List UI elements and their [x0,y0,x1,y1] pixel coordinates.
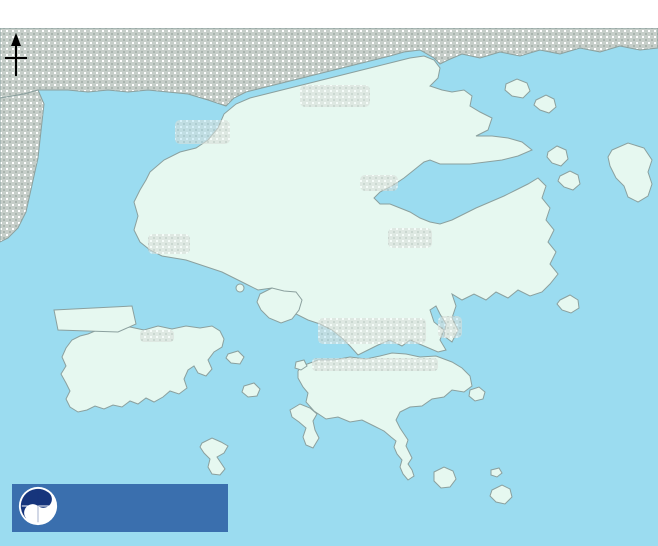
grass-island [557,170,581,191]
mirs-bay-east-island [607,142,653,203]
chek-lap-kok-airport-platform [53,305,137,333]
waglan-islet [490,467,503,478]
lantau-island [60,325,225,413]
shekou-peninsula [0,89,45,243]
new-territories-kowloon [133,55,559,356]
green-island [294,359,308,371]
hko-logo[interactable] [12,484,228,532]
lamma-island [289,403,320,449]
sai-kung-offshore-island [556,294,580,314]
tap-mun-island [546,145,569,167]
ma-wan-island [235,283,245,293]
shenzhen-urban-area [0,27,658,107]
beaufort-island [489,484,513,505]
crooked-island [533,94,557,114]
hei-ling-chau-island [241,382,261,398]
urban-texture-patches [140,85,462,371]
hong-kong-island [297,352,473,481]
kat-o-island [504,78,531,99]
title-bar [0,0,658,28]
tung-lung-island [468,386,486,402]
cheung-chau-island [199,437,229,476]
po-toi-island [433,466,457,489]
tsing-yi-island [256,287,303,324]
peng-chau-island [225,350,245,365]
north-arrow-icon [2,30,42,89]
hko-logo-icon [17,485,59,532]
